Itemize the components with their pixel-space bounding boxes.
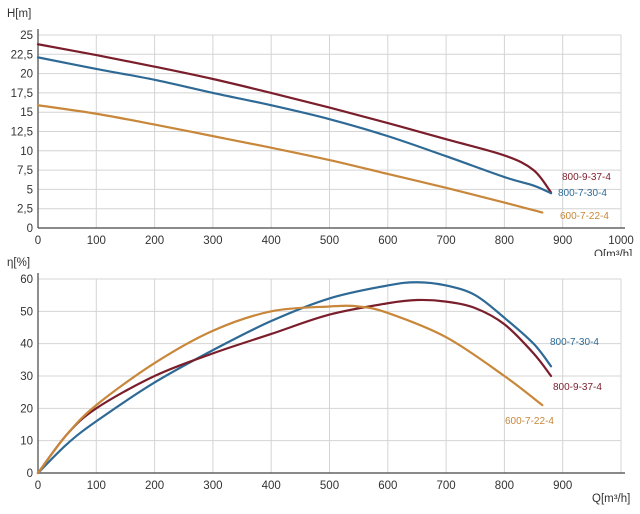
x-tick-label: 100 [87, 480, 106, 492]
y-tick-label: 0 [27, 468, 33, 480]
series-line-600-7-22-4 [36, 304, 544, 475]
x-tick-label: 800 [495, 235, 514, 247]
x-tick-label: 600 [378, 480, 397, 492]
x-tick-label: 0 [35, 235, 41, 247]
y-tick-label: 5 [27, 184, 33, 196]
x-tick-label: 700 [437, 480, 456, 492]
x-tick-label: 0 [35, 480, 41, 492]
series-line-800-9-37-4 [36, 298, 553, 475]
x-tick-label: 400 [262, 480, 281, 492]
series-label: 800-7-30-4 [558, 188, 607, 199]
x-tick-label: 700 [437, 235, 456, 247]
y-tick-label: 12,5 [11, 127, 33, 139]
head-chart: 0 100 200 300 400 500 600 700 800 900 1000 0 2,5 5 7,5… [7, 8, 634, 256]
y-tick-label: 60 [20, 274, 33, 286]
y-tick-label: 0 [27, 223, 33, 235]
y-tick-label: 15 [20, 107, 33, 119]
x-axis-label: Q[m³/h] [594, 249, 632, 256]
series-line-800-9-37-4 [36, 43, 553, 194]
x-tick-label: 200 [145, 480, 164, 492]
y-tick-label: 20 [20, 69, 33, 81]
grid [38, 34, 622, 228]
y-tick-label: 22,5 [11, 49, 33, 61]
x-tick-label: 100 [87, 235, 106, 247]
y-tick-label: 2,5 [17, 204, 33, 216]
series-line-800-7-30-4 [36, 56, 553, 195]
y-tick-label: 17,5 [11, 88, 33, 100]
series-label: 600-7-22-4 [505, 416, 554, 427]
y-axis-label: H[m] [7, 8, 31, 20]
x-tick-label: 300 [203, 480, 222, 492]
y-tick-label: 20 [20, 403, 33, 415]
x-tick-label: 500 [320, 480, 339, 492]
y-tick-label: 40 [20, 339, 33, 351]
y-tick-label: 25 [20, 30, 33, 42]
series-line-600-7-22-4 [36, 104, 544, 214]
series-label: 800-9-37-4 [562, 172, 611, 183]
y-tick-label: 10 [20, 146, 33, 158]
y-tick-label: 50 [20, 306, 33, 318]
x-tick-label: 500 [320, 235, 339, 247]
x-tick-label: 1000 [608, 235, 634, 247]
x-tick-label: 900 [553, 235, 572, 247]
x-tick-label: 300 [203, 235, 222, 247]
series-label: 800-9-37-4 [553, 382, 602, 393]
x-tick-label: 600 [378, 235, 397, 247]
y-axis-label: η[%] [7, 257, 30, 269]
efficiency-chart: 0 100 200 300 400 500 600 700 800 900 0 10 20 30 40 50 6… [7, 257, 630, 505]
x-tick-label: 400 [262, 235, 281, 247]
series-label: 600-7-22-4 [560, 211, 609, 222]
x-tick-label: 900 [553, 480, 572, 492]
grid [38, 278, 622, 473]
x-tick-label: 800 [495, 480, 514, 492]
y-tick-label: 10 [20, 436, 33, 448]
series-line-800-7-30-4 [36, 281, 553, 475]
series-label: 800-7-30-4 [550, 337, 599, 348]
x-axis-label: Q[m³/h] [592, 493, 630, 505]
x-tick-label: 200 [145, 235, 164, 247]
y-tick-label: 7,5 [17, 165, 33, 177]
y-tick-label: 30 [20, 371, 33, 383]
